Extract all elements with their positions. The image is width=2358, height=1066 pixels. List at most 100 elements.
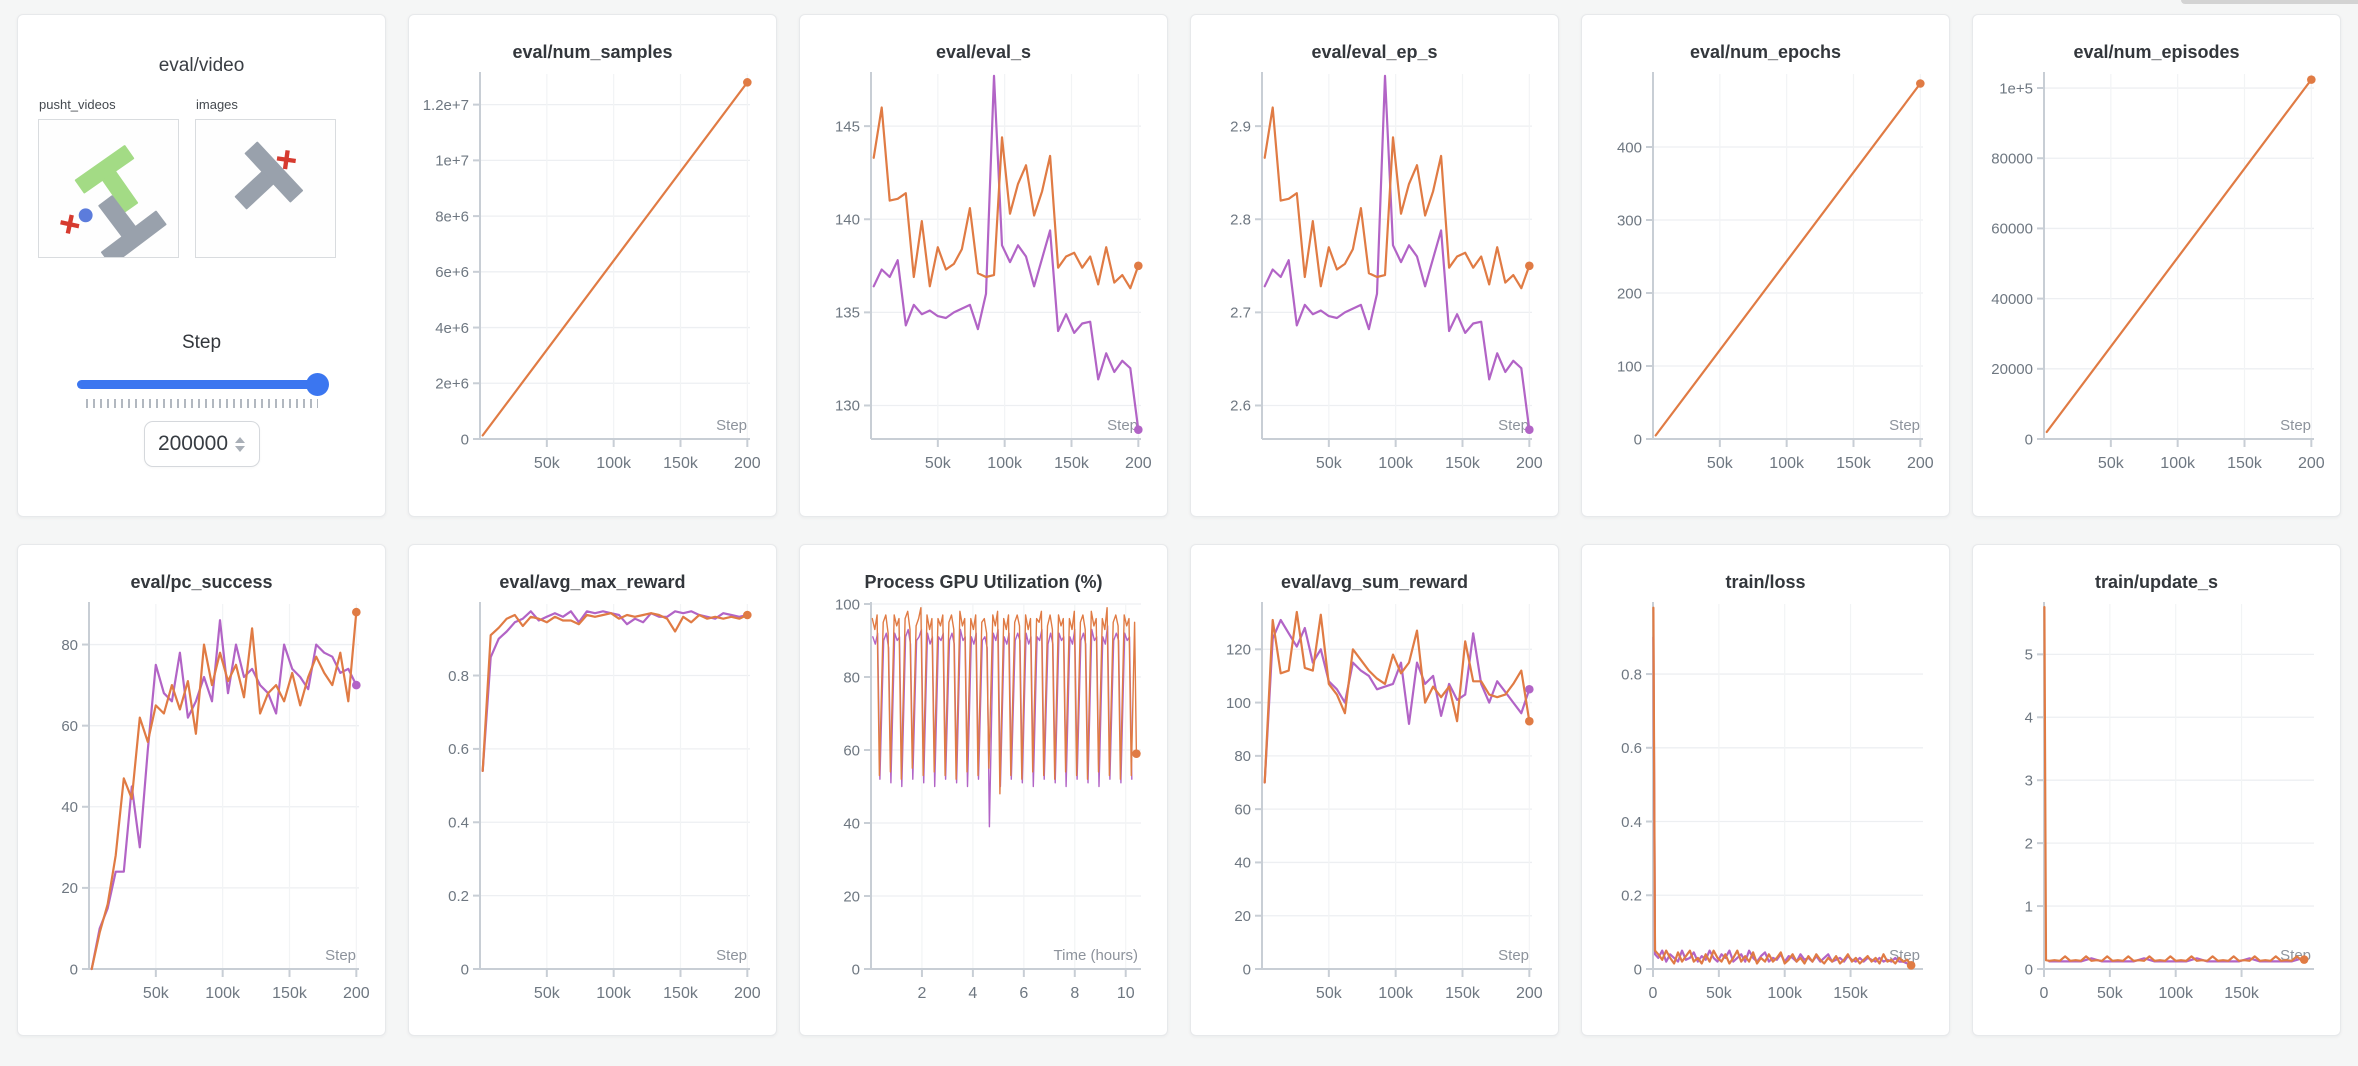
svg-text:50k: 50k	[1315, 985, 1342, 1002]
line-chart[interactable]: 2.6 2.7 2.8 2.9 50k 100k 150k 200 Step	[1205, 65, 1545, 483]
svg-text:40: 40	[61, 799, 78, 816]
panel-eval-video: eval/video pusht_videos	[17, 14, 386, 517]
svg-text:Time (hours): Time (hours)	[1053, 947, 1137, 964]
svg-text:60: 60	[843, 742, 860, 759]
svg-text:20: 20	[843, 888, 860, 905]
line-chart[interactable]: 0 1 2 3 4 5 0 50k 100k 150k Step	[1987, 595, 2327, 1013]
svg-text:200: 200	[1515, 985, 1542, 1002]
panel-title: eval/video	[158, 55, 245, 76]
svg-text:150k: 150k	[1054, 455, 1090, 472]
svg-text:60000: 60000	[1991, 221, 2033, 238]
svg-text:0: 0	[460, 961, 468, 978]
svg-text:200: 200	[342, 985, 369, 1002]
line-chart[interactable]: 0 0.2 0.4 0.6 0.8 50k 100k 150k 200 Step	[423, 595, 763, 1013]
svg-text:150k: 150k	[1833, 985, 1869, 1002]
slider-track[interactable]	[76, 380, 327, 389]
panel-train-loss: train/loss 0 0.2 0.4 0.6 0.8 0 50k 100k 150k Step	[1581, 544, 1950, 1036]
svg-text:20: 20	[61, 880, 78, 897]
step-number-input[interactable]: 200000	[143, 421, 260, 467]
svg-text:20000: 20000	[1991, 361, 2033, 378]
line-chart[interactable]: 0 20000 40000 60000 80000 1e+5 50k 100k 150k 200 S…	[1987, 65, 2327, 483]
svg-text:60: 60	[1234, 801, 1251, 818]
svg-text:100k: 100k	[596, 985, 632, 1002]
svg-text:200: 200	[1906, 455, 1933, 472]
spinner-down-icon[interactable]	[235, 445, 246, 452]
svg-text:2.9: 2.9	[1230, 118, 1251, 135]
thumb-label: pusht_videos	[39, 97, 116, 112]
svg-text:Step: Step	[2280, 417, 2311, 434]
line-chart[interactable]: 0 0.2 0.4 0.6 0.8 0 50k 100k 150k Step	[1596, 595, 1936, 1013]
svg-text:20: 20	[1234, 908, 1251, 925]
svg-text:100k: 100k	[987, 455, 1023, 472]
svg-text:0: 0	[2024, 961, 2032, 978]
line-chart[interactable]: 0 20 40 60 80 50k 100k 150k 200 Step	[32, 595, 372, 1013]
chart-title: train/update_s	[2094, 572, 2219, 592]
chart-title: eval/pc_success	[130, 572, 273, 592]
slider-tick-ruler	[85, 399, 318, 408]
svg-text:Step: Step	[1107, 417, 1138, 434]
svg-text:150k: 150k	[1445, 985, 1481, 1002]
chart-title: eval/avg_max_reward	[499, 572, 686, 592]
svg-text:200: 200	[1515, 455, 1542, 472]
spinner-up-icon[interactable]	[235, 436, 246, 443]
chart-title: eval/avg_sum_reward	[1280, 572, 1469, 592]
svg-text:50k: 50k	[533, 985, 560, 1002]
thumb-label: images	[196, 97, 238, 112]
line-chart[interactable]: 0 2e+6 4e+6 6e+6 8e+6 1e+7 1.2e+7 50k 100k 150k 20…	[423, 65, 763, 483]
svg-text:200: 200	[1616, 285, 1641, 302]
svg-text:1: 1	[2024, 898, 2032, 915]
chart-title: Process GPU Utilization (%)	[864, 572, 1103, 592]
offscreen-panel-edge	[2181, 0, 2358, 4]
svg-text:4: 4	[2024, 710, 2032, 727]
line-chart[interactable]: 130 135 140 145 50k 100k 150k 200 Step	[814, 65, 1154, 483]
svg-text:Step: Step	[325, 947, 356, 964]
line-chart[interactable]: 0 20 40 60 80 100 120 50k 100k 150k 200 Step	[1205, 595, 1545, 1013]
svg-text:Step: Step	[1498, 417, 1529, 434]
svg-text:140: 140	[834, 212, 859, 229]
panel-eval-pc-success: eval/pc_success 0 20 40 60 80 50k 100k 150k 200 S…	[17, 544, 386, 1036]
svg-text:Step: Step	[716, 417, 747, 434]
svg-text:50k: 50k	[1705, 985, 1732, 1002]
media-thumbnails: pusht_videos	[38, 97, 365, 258]
svg-text:100k: 100k	[596, 455, 632, 472]
svg-text:80000: 80000	[1991, 150, 2033, 167]
svg-text:200: 200	[2297, 455, 2324, 472]
svg-text:2: 2	[917, 985, 926, 1002]
pusht-image-frame-icon	[234, 141, 304, 210]
panel-eval-avg-sum-reward: eval/avg_sum_reward 0 20 40 60 80 100 120 50k 10…	[1190, 544, 1559, 1036]
image-preview[interactable]	[195, 119, 336, 258]
slider-thumb[interactable]	[305, 373, 329, 396]
svg-text:150k: 150k	[1836, 455, 1872, 472]
svg-text:80: 80	[61, 637, 78, 654]
svg-text:400: 400	[1616, 139, 1641, 156]
svg-text:150k: 150k	[1445, 455, 1481, 472]
video-preview[interactable]	[38, 119, 179, 258]
line-chart[interactable]: 0 20 40 60 80 100 2 4 6 8 10 Time (hours)	[814, 595, 1154, 1013]
svg-text:0.2: 0.2	[1621, 888, 1642, 905]
panel-eval-avg-max-reward: eval/avg_max_reward 0 0.2 0.4 0.6 0.8 50k 100k…	[408, 544, 777, 1036]
chart-title: eval/num_episodes	[2073, 42, 2240, 62]
svg-text:100k: 100k	[2160, 455, 2196, 472]
svg-text:0: 0	[69, 961, 77, 978]
svg-text:0.4: 0.4	[448, 815, 469, 832]
panel-eval-eval-ep-s: eval/eval_ep_s 2.6 2.7 2.8 2.9 50k 100k 150k 20…	[1190, 14, 1559, 517]
step-input-value[interactable]: 200000	[157, 432, 229, 455]
chart-title: eval/num_samples	[512, 42, 673, 62]
line-chart[interactable]: 0 100 200 300 400 50k 100k 150k 200 Step	[1596, 65, 1936, 483]
svg-text:100k: 100k	[205, 985, 241, 1002]
panel-eval-eval-s: eval/eval_s 130 135 140 145 50k 100k 150k 200 St…	[799, 14, 1168, 517]
svg-text:1e+7: 1e+7	[435, 153, 469, 170]
svg-text:150k: 150k	[2224, 985, 2260, 1002]
chart-title: eval/eval_s	[935, 42, 1032, 62]
svg-text:0: 0	[2039, 985, 2048, 1002]
svg-text:0.8: 0.8	[1621, 666, 1642, 683]
svg-text:100k: 100k	[2158, 985, 2194, 1002]
svg-text:0: 0	[460, 431, 468, 448]
svg-text:5: 5	[2024, 647, 2032, 664]
svg-text:40000: 40000	[1991, 291, 2033, 308]
svg-text:100: 100	[1616, 358, 1641, 375]
svg-text:1.2e+7: 1.2e+7	[423, 97, 469, 114]
svg-text:100k: 100k	[1378, 455, 1414, 472]
svg-text:0.8: 0.8	[448, 668, 469, 685]
step-slider[interactable]	[76, 372, 329, 396]
